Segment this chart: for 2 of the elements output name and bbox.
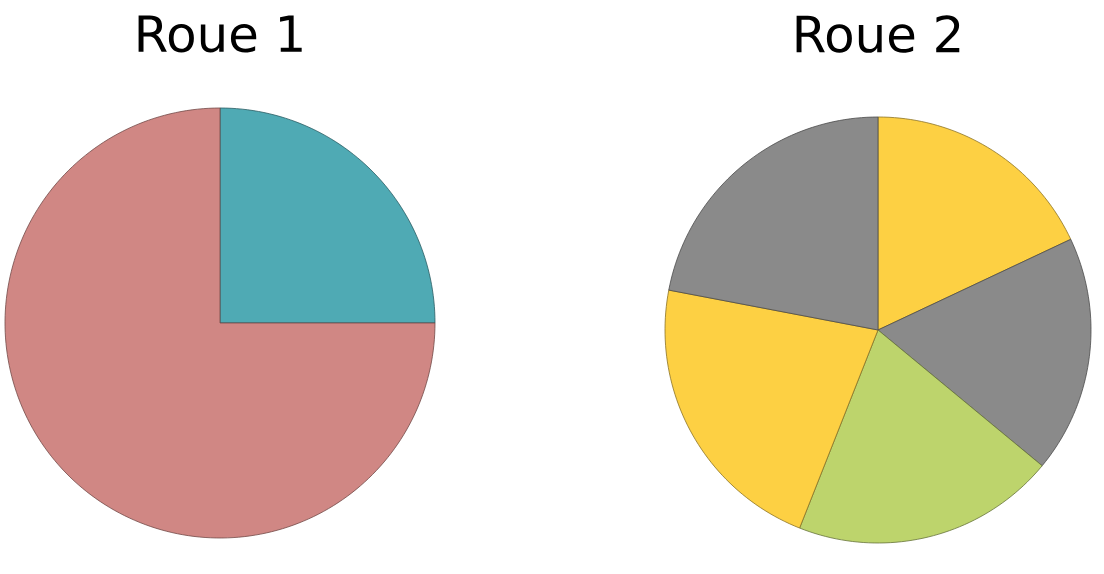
- chart-title: Roue 2: [796, 15, 960, 53]
- chart-title: Roue 1: [138, 15, 302, 53]
